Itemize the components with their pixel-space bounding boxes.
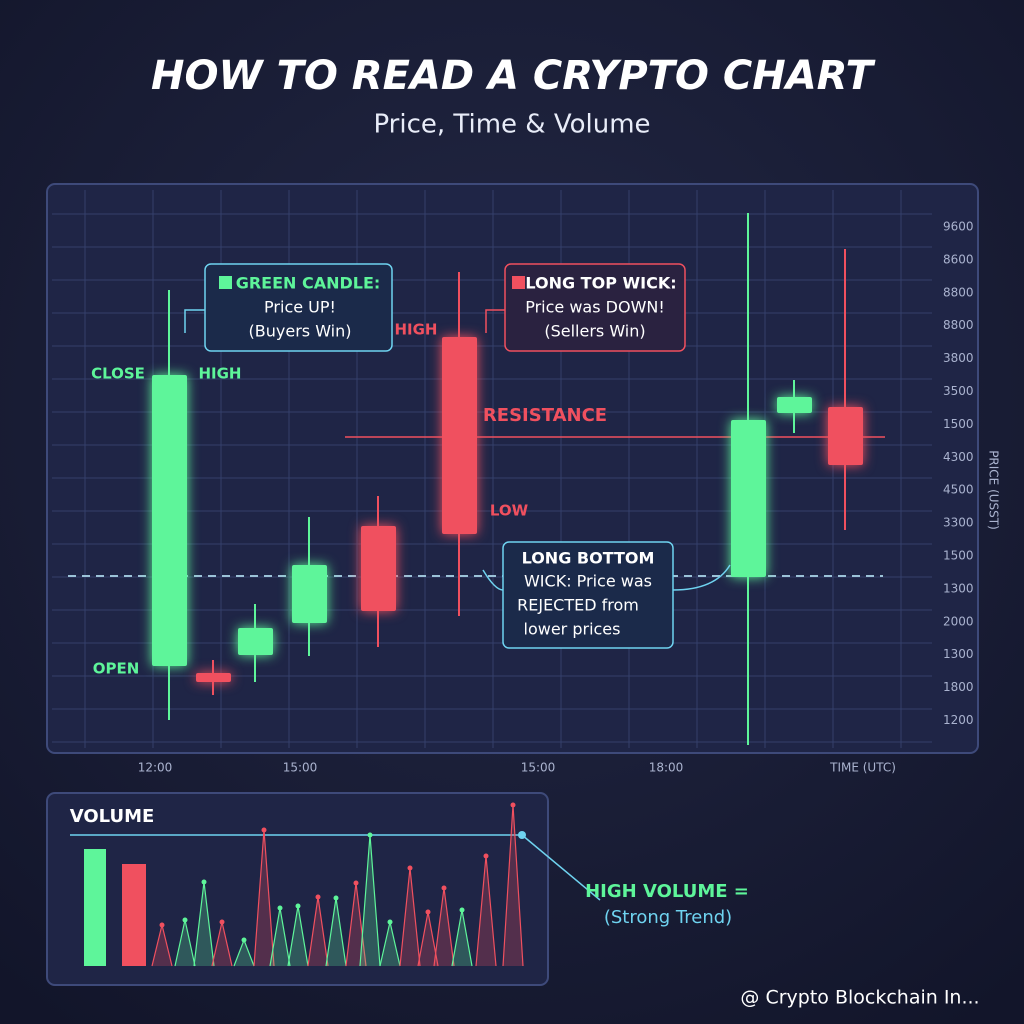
callout-text: lower prices [524,620,621,639]
callout-heading: HIGH VOLUME = [585,881,749,902]
candle-body [238,628,273,655]
callout-heading: LONG BOTTOM [522,549,655,568]
legend-swatch [219,276,232,289]
y-tick-label: 1800 [943,680,974,694]
resistance-label: RESISTANCE [483,405,607,426]
y-tick-label: 1200 [943,713,974,727]
volume-bar [122,864,146,966]
volume-bars [84,802,524,967]
marker [518,831,526,839]
connector [521,834,601,901]
spike-dot [387,919,393,925]
close-label: CLOSE [91,365,145,383]
y-tick-label: 8600 [943,252,974,266]
y-tick-label: 3300 [943,516,974,530]
callout-box [504,263,686,352]
spike-dot [315,894,321,900]
candle-body [292,565,327,623]
spike-dot [295,903,301,909]
candle-body [828,407,863,465]
open-label: OPEN [93,660,140,678]
callout-text: (Buyers Win) [249,322,352,341]
spike-dot [459,907,465,913]
y-tick-label: 8800 [943,318,974,332]
spike-dot [261,827,267,833]
y-tick-label: 4300 [943,450,974,464]
candle-body [152,375,187,666]
callout-box [502,541,674,649]
spike-dot [425,909,431,915]
spike-dot [159,922,165,928]
candle-body [442,337,477,534]
y-tick-label: 9600 [943,220,974,234]
y-tick-label: 1500 [943,417,974,431]
callout-text: Price was DOWN! [525,298,665,317]
candles [152,213,863,745]
candle-body [361,526,396,611]
candle-body [731,420,766,577]
spike-dot [182,917,188,923]
x-tick-label: 18:00 [649,761,684,775]
spike-dot [219,919,225,925]
spike-dot [510,802,516,808]
low-label: LOW [490,502,529,520]
callout-text: REJECTED from [517,596,639,615]
spike-dot [201,879,207,885]
spike-dot [277,905,283,911]
x-tick-label: 15:00 [521,761,556,775]
volume-title: VOLUME [70,806,155,827]
subtitle: Price, Time & Volume [373,110,650,140]
credit: @ Crypto Blockchain In... [740,987,979,1009]
y-tick-label: 8800 [943,285,974,299]
x-axis-title: TIME (UTC) [829,761,896,775]
high-label: HIGH [198,365,241,383]
callout-heading: LONG TOP WICK: [525,274,676,293]
candle-body [196,673,231,682]
volume-panel [46,792,549,986]
spike-dot [483,853,489,859]
y-tick-label: 1300 [943,581,974,595]
connector [482,564,731,591]
spike-dot [333,895,339,901]
y-axis-title: PRICE (USST) [987,450,1001,530]
y-axis: 9600 8600 8800 8800 3800 3500 1500 4300 4500 3300… [943,220,974,728]
spike-dot [441,885,447,891]
callout-text: (Sellers Win) [544,322,645,341]
callout-text: Price UP! [264,298,336,317]
title: HOW TO READ A CRYPTO CHART [151,53,876,99]
spike-dot [367,832,373,838]
volume-bar [84,849,106,966]
x-tick-label: 15:00 [283,761,318,775]
spike-dot [407,865,413,871]
y-tick-label: 2000 [943,614,974,628]
x-tick-label: 12:00 [138,761,173,775]
connector [184,309,205,333]
y-tick-label: 3800 [943,351,974,365]
y-tick-label: 3500 [943,384,974,398]
candle-body [777,397,812,413]
y-tick-label: 1300 [943,647,974,661]
callout-text: WICK: Price was [524,572,652,591]
connector [485,309,505,333]
callout-box [204,263,393,352]
legend-swatch [512,276,525,289]
spike-dot [241,937,247,943]
y-tick-label: 4500 [943,483,974,497]
callout-heading: GREEN CANDLE: [236,274,381,293]
spike-dot [353,880,359,886]
y-tick-label: 1500 [943,549,974,563]
callout-text: (Strong Trend) [604,907,732,928]
high-label: HIGH [394,321,437,339]
